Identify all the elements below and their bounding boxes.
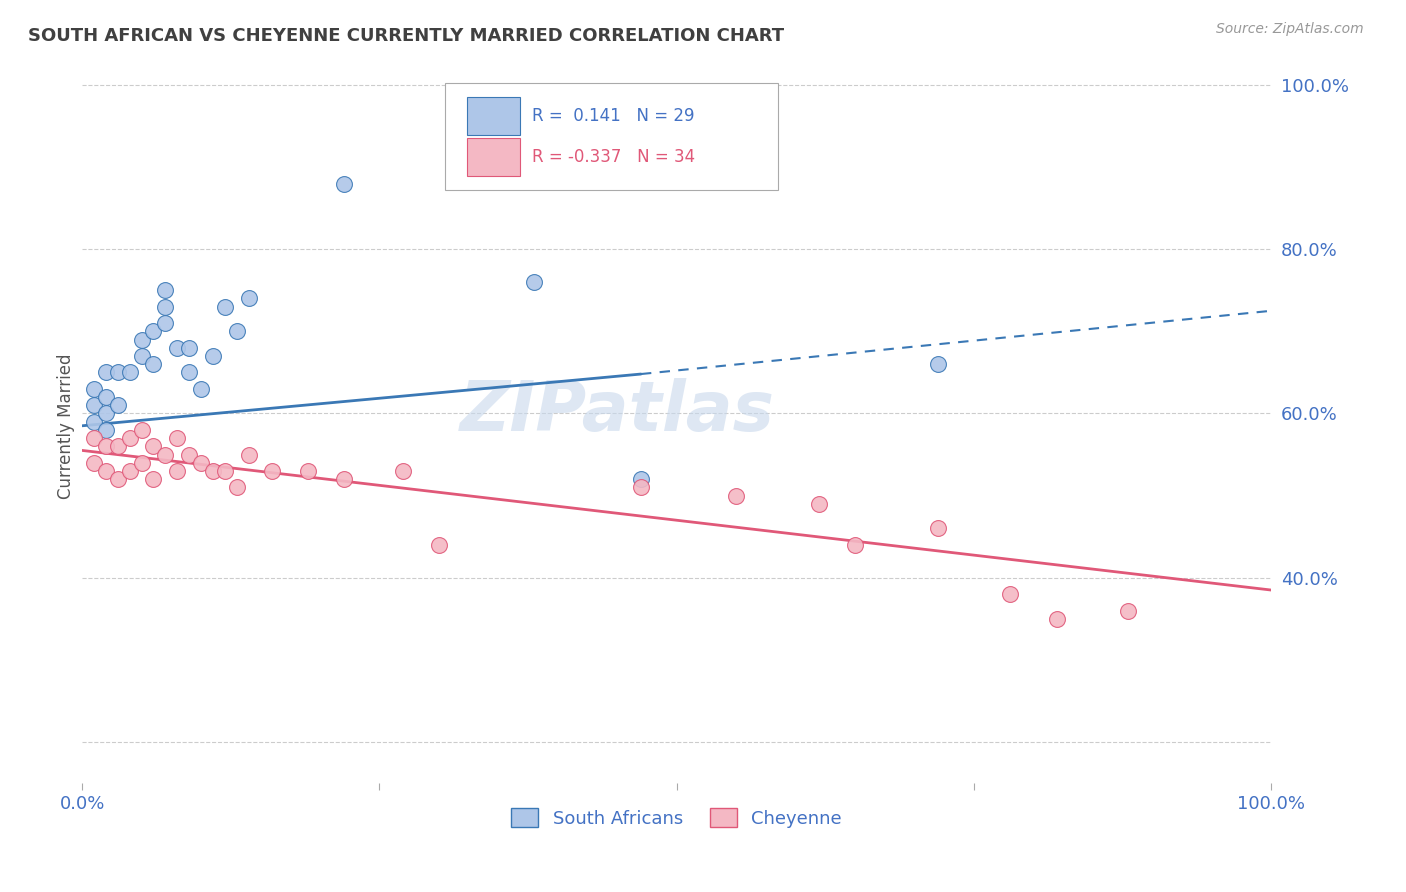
Point xyxy=(214,300,236,314)
Point xyxy=(179,448,201,462)
Point xyxy=(166,341,188,355)
Point xyxy=(1118,604,1140,618)
Point xyxy=(201,349,224,363)
Point xyxy=(142,472,165,486)
Point xyxy=(142,357,165,371)
Point xyxy=(118,464,141,478)
FancyBboxPatch shape xyxy=(444,83,778,190)
Point xyxy=(131,349,153,363)
Point xyxy=(83,382,105,396)
Point xyxy=(107,439,129,453)
Point xyxy=(201,464,224,478)
Text: SOUTH AFRICAN VS CHEYENNE CURRENTLY MARRIED CORRELATION CHART: SOUTH AFRICAN VS CHEYENNE CURRENTLY MARR… xyxy=(28,27,785,45)
Point xyxy=(94,407,117,421)
Point xyxy=(155,300,177,314)
Point xyxy=(725,489,748,503)
Point xyxy=(998,587,1021,601)
Point xyxy=(392,464,415,478)
Text: R = -0.337   N = 34: R = -0.337 N = 34 xyxy=(531,148,695,166)
Point xyxy=(1046,612,1069,626)
Point xyxy=(238,292,260,306)
Point xyxy=(83,398,105,412)
Point xyxy=(190,456,212,470)
Point xyxy=(142,439,165,453)
Point xyxy=(155,316,177,330)
Point xyxy=(94,439,117,453)
Point xyxy=(190,382,212,396)
Point xyxy=(297,464,319,478)
Point xyxy=(94,365,117,379)
Point xyxy=(630,480,652,494)
Point xyxy=(808,497,831,511)
Point xyxy=(427,538,450,552)
Point xyxy=(131,456,153,470)
Point xyxy=(179,365,201,379)
Point xyxy=(118,365,141,379)
Point xyxy=(179,341,201,355)
Point xyxy=(332,177,354,191)
Point xyxy=(131,423,153,437)
Point xyxy=(94,390,117,404)
Text: R =  0.141   N = 29: R = 0.141 N = 29 xyxy=(531,107,695,125)
Point xyxy=(118,431,141,445)
Point xyxy=(166,464,188,478)
Text: Source: ZipAtlas.com: Source: ZipAtlas.com xyxy=(1216,22,1364,37)
Point xyxy=(107,472,129,486)
Point xyxy=(927,357,949,371)
Point xyxy=(844,538,866,552)
Point xyxy=(225,324,247,338)
Y-axis label: Currently Married: Currently Married xyxy=(58,353,75,499)
Text: ZIPatlas: ZIPatlas xyxy=(460,378,775,445)
Legend: South Africans, Cheyenne: South Africans, Cheyenne xyxy=(503,801,849,835)
Point xyxy=(166,431,188,445)
Point xyxy=(131,333,153,347)
Point xyxy=(142,324,165,338)
Point xyxy=(630,472,652,486)
Point xyxy=(225,480,247,494)
Point xyxy=(155,283,177,297)
Point xyxy=(83,456,105,470)
Point xyxy=(332,472,354,486)
FancyBboxPatch shape xyxy=(467,97,520,135)
Point xyxy=(83,415,105,429)
FancyBboxPatch shape xyxy=(467,138,520,176)
Point xyxy=(214,464,236,478)
Point xyxy=(927,521,949,535)
Point xyxy=(107,365,129,379)
Point xyxy=(107,398,129,412)
Point xyxy=(155,448,177,462)
Point xyxy=(238,448,260,462)
Point xyxy=(523,275,546,289)
Point xyxy=(262,464,284,478)
Point xyxy=(94,464,117,478)
Point xyxy=(94,423,117,437)
Point xyxy=(83,431,105,445)
